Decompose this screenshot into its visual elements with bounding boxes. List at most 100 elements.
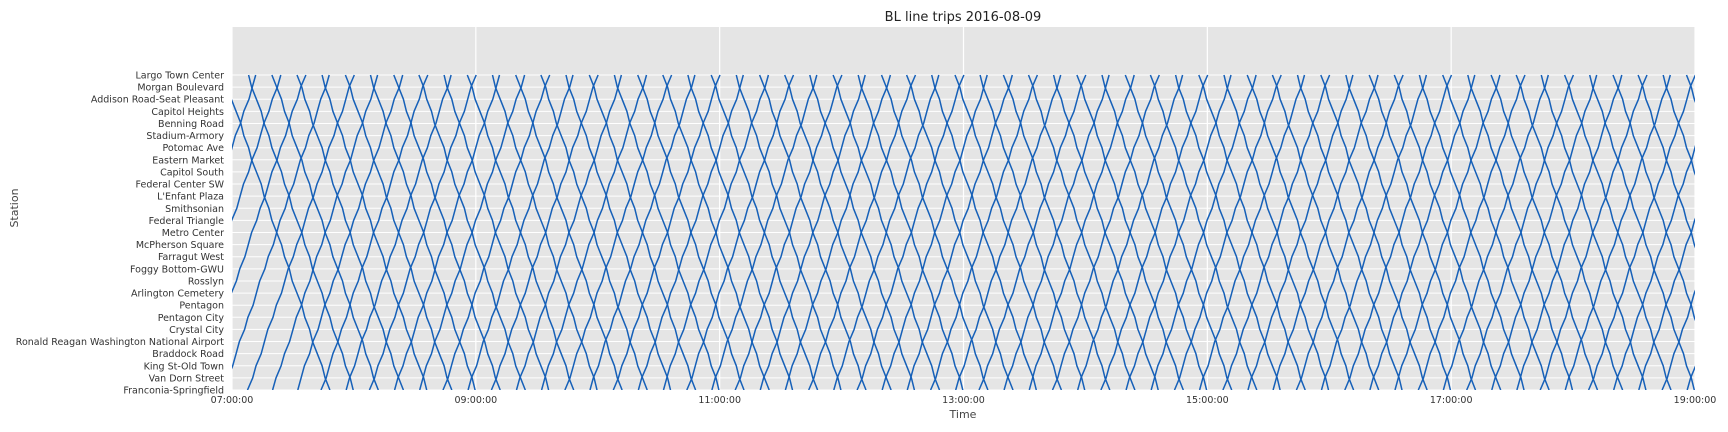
trip-line-eastbound <box>612 74 721 390</box>
trip-line-eastbound <box>662 74 770 390</box>
x-tick-label: 19:00:00 <box>1674 395 1717 406</box>
x-tick-label: 17:00:00 <box>1430 395 1473 406</box>
x-tick-label: 15:00:00 <box>1186 395 1229 406</box>
y-tick-label-station: Rosslyn <box>188 276 224 287</box>
y-tick-label-station: Ronald Reagan Washington National Airpor… <box>16 337 224 348</box>
y-tick-label-station: Van Dorn Street <box>149 373 225 384</box>
trip-line-eastbound <box>515 74 623 390</box>
trip-line-eastbound <box>490 74 599 390</box>
trip-line-eastbound <box>1344 74 1453 390</box>
y-tick-label-station: Farragut West <box>158 252 224 263</box>
trip-line-eastbound <box>686 74 795 390</box>
trip-line-eastbound <box>711 74 818 390</box>
trip-line-eastbound <box>1442 74 1550 390</box>
y-tick-label-station: Addison Road-Seat Pleasant <box>91 95 224 106</box>
trip-line-eastbound <box>246 74 355 390</box>
trip-line-eastbound <box>1222 74 1331 390</box>
trip-line-eastbound <box>232 74 330 370</box>
trip-line-eastbound <box>1051 74 1160 390</box>
y-tick-label-station: L'Enfant Plaza <box>157 192 224 203</box>
y-tick-label-station: Braddock Road <box>152 349 224 360</box>
trip-line-eastbound <box>418 74 526 390</box>
y-tick-label-station: Pentagon <box>179 301 224 312</box>
x-tick-labels: 07:00:00 09:00:00 11:00:00 13:00:00 15:00:00… <box>211 395 1717 406</box>
trip-line-eastbound <box>589 74 696 390</box>
trip-line-eastbound <box>833 74 940 390</box>
y-axis-label: Station <box>8 188 21 227</box>
trip-line-eastbound <box>808 74 917 390</box>
trip-line-eastbound <box>1272 74 1379 390</box>
trip-line-eastbound <box>881 74 988 390</box>
y-tick-label-station: Capitol Heights <box>151 107 224 118</box>
chart-title: BL line trips 2016-08-09 <box>885 10 1042 25</box>
y-tick-label-station: Largo Town Center <box>135 71 224 82</box>
trip-line-eastbound <box>954 74 1062 390</box>
trip-line-eastbound <box>1247 74 1354 390</box>
y-tick-label-station: Morgan Boulevard <box>137 83 224 94</box>
trip-line-eastbound <box>978 74 1087 390</box>
x-tick-label: 11:00:00 <box>698 395 741 406</box>
trip-line-eastbound <box>1661 289 1695 390</box>
trip-line-eastbound <box>1295 74 1404 390</box>
y-tick-label-station: McPherson Square <box>136 240 224 251</box>
y-tick-label-station: Federal Triangle <box>149 216 225 227</box>
trip-line-eastbound <box>929 74 1039 390</box>
trip-line-eastbound <box>1076 74 1184 390</box>
trip-line-eastbound <box>1466 74 1575 390</box>
trip-line-eastbound <box>1417 74 1526 390</box>
trip-line-eastbound <box>1003 74 1110 390</box>
trip-line-westbound <box>1662 74 1695 176</box>
y-tick-label-station: King St-Old Town <box>144 361 224 372</box>
trip-line-eastbound <box>393 74 501 390</box>
trip-line-eastbound <box>1369 74 1476 390</box>
y-tick-label-station: Franconia-Springfield <box>123 386 224 397</box>
trip-line-eastbound <box>1612 144 1695 390</box>
y-tick-label-station: Metro Center <box>162 228 224 239</box>
trip-line-eastbound <box>564 74 673 390</box>
y-tick-label-station: Pentagon City <box>158 313 225 324</box>
trip-line-eastbound <box>1394 74 1501 390</box>
trip-line-eastbound <box>734 74 843 390</box>
y-tick-label-station: Eastern Market <box>152 155 224 166</box>
trip-line-eastbound <box>1564 74 1672 390</box>
trip-line-eastbound <box>906 74 1014 390</box>
trip-line-eastbound <box>856 74 965 390</box>
trip-line-eastbound <box>1491 74 1598 390</box>
trip-line-eastbound <box>1320 74 1428 390</box>
trip-line-eastbound <box>540 74 648 390</box>
trip-line-eastbound <box>1539 74 1648 390</box>
y-tick-label-station: Arlington Cemetery <box>131 289 224 300</box>
trip-line-eastbound <box>1173 74 1282 390</box>
trip-line-eastbound <box>1100 74 1209 390</box>
trip-line-eastbound <box>1638 217 1695 390</box>
trip-line-eastbound <box>368 74 477 390</box>
y-tick-label-station: Potomac Ave <box>163 143 225 154</box>
trip-line-eastbound <box>1587 74 1695 390</box>
trip-line-eastbound <box>759 74 866 390</box>
y-tick-label-station: Federal Center SW <box>136 180 225 191</box>
trip-line-eastbound <box>320 74 429 390</box>
trip-line-eastbound <box>297 74 404 390</box>
x-tick-label: 07:00:00 <box>211 395 254 406</box>
trip-line-eastbound <box>345 74 452 390</box>
y-tick-label-station: Stadium-Armory <box>146 131 224 142</box>
trip-line-eastbound <box>1125 74 1232 390</box>
y-tick-label-station: Smithsonian <box>165 204 224 215</box>
trip-lines <box>232 74 1695 390</box>
y-tick-label-station: Crystal City <box>169 325 224 336</box>
trip-line-eastbound <box>1198 74 1306 390</box>
x-tick-label: 09:00:00 <box>454 395 497 406</box>
trip-line-eastbound <box>637 74 745 390</box>
trip-line-eastbound <box>442 74 551 390</box>
trip-line-eastbound <box>232 74 307 294</box>
trip-line-eastbound <box>232 74 257 151</box>
trip-line-eastbound <box>1150 74 1257 390</box>
trip-line-eastbound <box>467 74 574 390</box>
x-tick-label: 13:00:00 <box>942 395 985 406</box>
trip-line-eastbound <box>784 74 892 390</box>
trip-line-eastbound <box>1028 74 1135 390</box>
trip-line-eastbound <box>271 74 379 390</box>
